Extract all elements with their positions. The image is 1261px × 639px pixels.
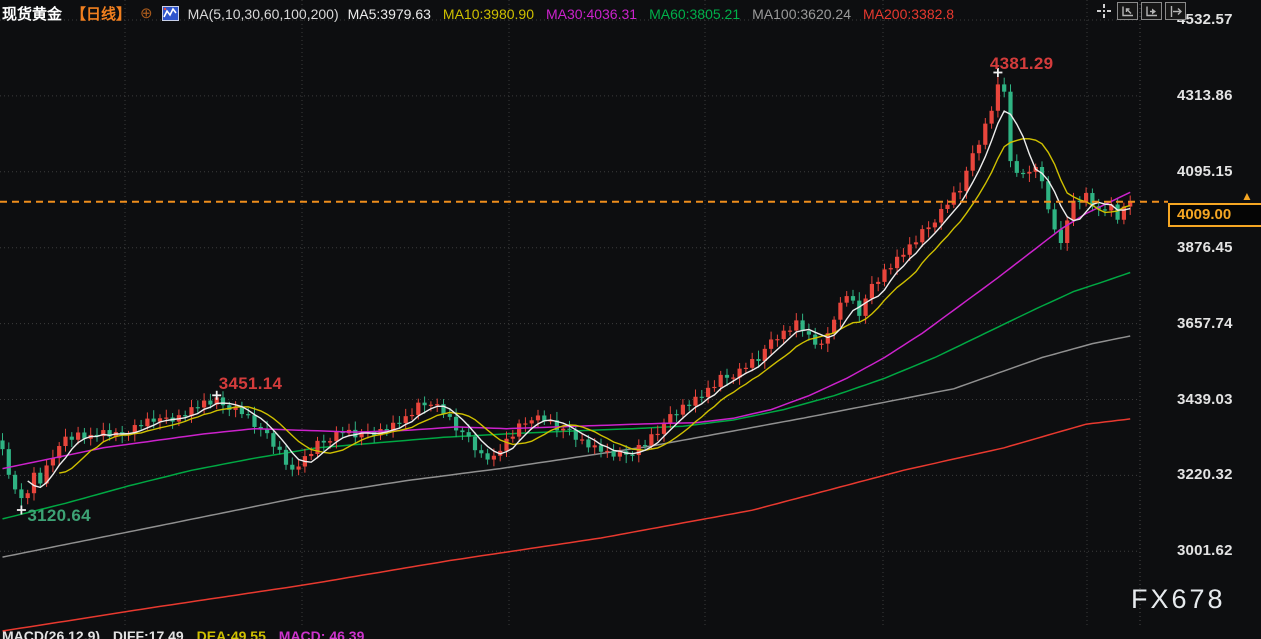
- price-up-arrow-icon: ▲: [1241, 188, 1253, 203]
- y-axis-label: 3876.45: [1177, 238, 1233, 256]
- ma-params-label: MA(5,10,30,60,100,200): [187, 5, 339, 22]
- candlestick-series: [0, 72, 1133, 510]
- annotation-high-4381: 4381.29: [989, 53, 1054, 73]
- pan-right-button[interactable]: [1165, 2, 1186, 20]
- chart-badge-icon: [161, 6, 179, 21]
- macd-legend: MACD(26,12,9) DIFF:17.49 DEA:49.55 MACD:…: [2, 628, 373, 639]
- y-axis-label: 3657.74: [1177, 314, 1233, 332]
- annotation-high-3451: 3451.14: [218, 374, 283, 394]
- ma-legend-item: MA5:3979.63: [347, 5, 431, 22]
- ma100-line: [2, 335, 1131, 558]
- ma-legend-item: MA30:4036.31: [545, 5, 638, 22]
- extreme-markers: [16, 68, 1003, 515]
- ma-legend: MA5:3979.63 MA10:3980.90 MA30:4036.31 MA60:…: [348, 6, 954, 22]
- timeframe-label: 【日线】: [71, 6, 132, 23]
- macd-value: MACD: 46.39: [278, 628, 365, 639]
- ma-lines-fast: [2, 110, 1131, 489]
- macd-dea-value: DEA:49.55: [196, 628, 266, 639]
- ma30-line: [2, 191, 1131, 470]
- y-axis-label: 3220.32: [1177, 466, 1233, 484]
- ma10-line: [59, 137, 1131, 474]
- instrument-title: 现货黄金: [2, 6, 63, 23]
- y-axis-label: 3439.03: [1177, 390, 1233, 408]
- y-axis-label: 4095.15: [1177, 162, 1233, 180]
- fx678-watermark: FX678: [1131, 584, 1226, 614]
- macd-diff-value: DIFF:17.49: [112, 628, 184, 639]
- chart-toolbar: [1093, 2, 1186, 20]
- ma-legend-item: MA60:3805.21: [649, 5, 741, 22]
- y-axis-label: 4532.57: [1177, 11, 1233, 28]
- ma200-line: [2, 418, 1131, 632]
- y-axis-label: 4313.86: [1177, 86, 1233, 104]
- crosshair-button[interactable]: [1093, 2, 1114, 20]
- legend-bar: 现货黄金 【日线】 ⊕ MA(5,10,30,60,100,200) MA5:3…: [2, 3, 954, 24]
- ma-legend-item: MA10:3980.90: [442, 5, 534, 22]
- y-axis[interactable]: 4532.57 4313.86 4095.15 3876.45 3657.74 3439.…: [1143, 0, 1261, 627]
- ma-lines-slow: [2, 271, 1131, 632]
- grid: [0, 0, 1141, 627]
- macd-params-label: MACD(26,12,9): [2, 628, 101, 639]
- ma5-line: [27, 110, 1131, 489]
- ma60-line: [2, 271, 1131, 520]
- zoom-x-axis-button[interactable]: [1141, 2, 1162, 20]
- annotation-low-3120: 3120.64: [27, 505, 91, 525]
- y-axis-label: 3001.62: [1177, 542, 1233, 560]
- current-price-value: 4009.00: [1177, 206, 1232, 224]
- add-indicator-icon[interactable]: ⊕: [140, 4, 153, 22]
- ma-legend-item: MA100:3620.24: [752, 5, 851, 22]
- zoom-y-axis-button[interactable]: [1117, 2, 1138, 20]
- current-price-tag: 4009.00: [1168, 202, 1261, 227]
- ma-legend-item: MA200:3382.8: [863, 5, 955, 22]
